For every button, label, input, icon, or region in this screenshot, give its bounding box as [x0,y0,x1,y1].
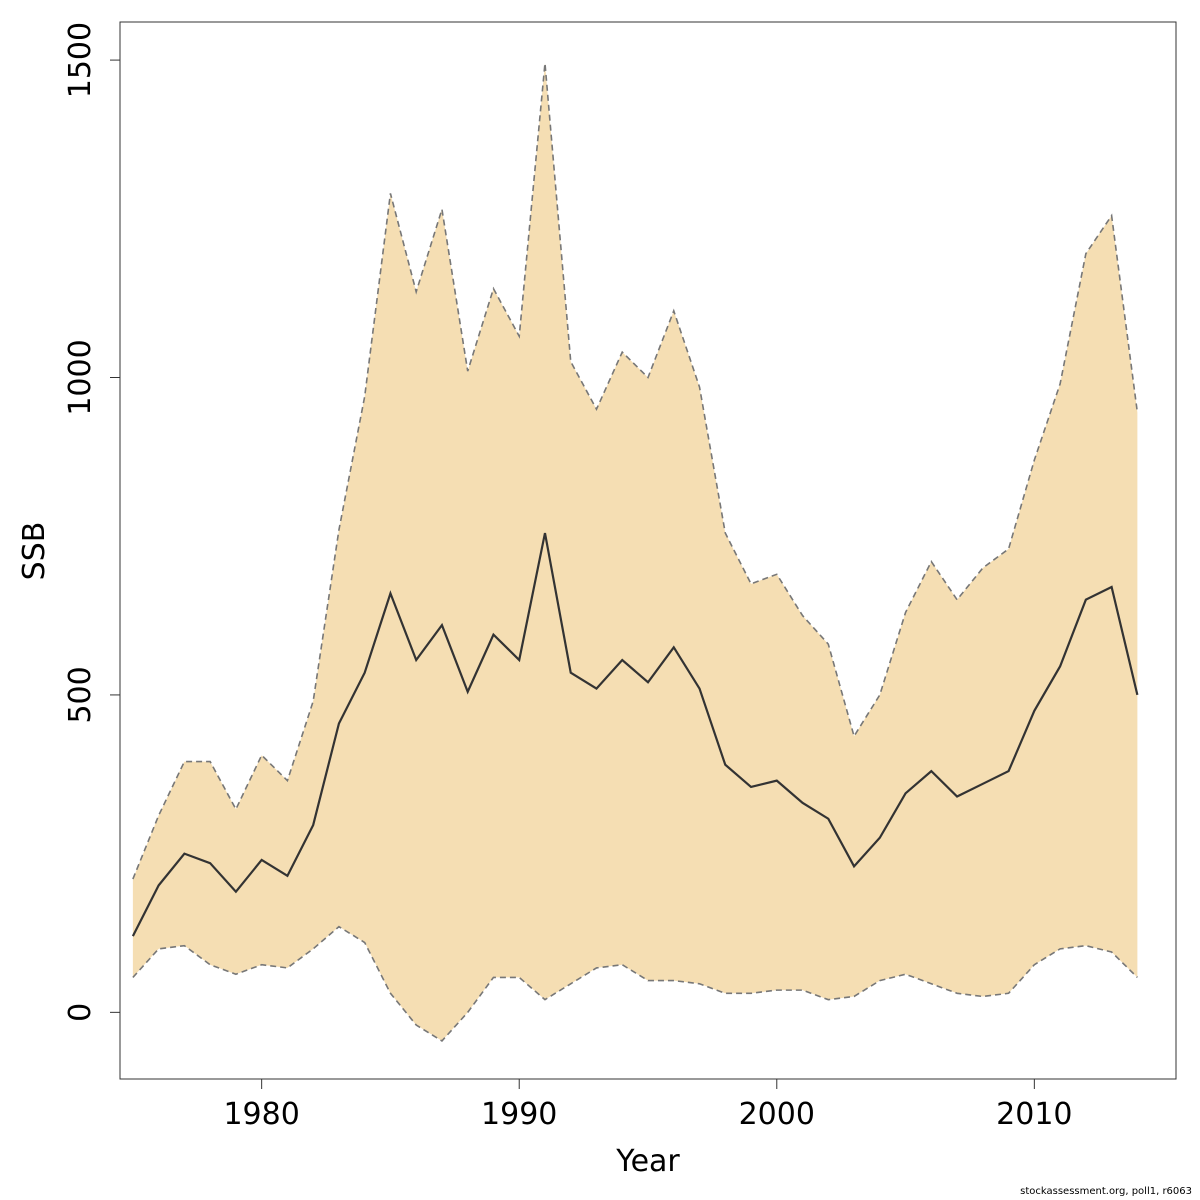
plot-frame [119,21,1177,1080]
y-axis: 0 500 1000 1500 [63,22,120,1022]
y-tick-label: 1000 [63,339,98,415]
x-tick-label: 1980 [223,1097,299,1132]
y-tick-label: 1500 [63,22,98,98]
x-tick-label: 1990 [481,1097,557,1132]
confidence-band [132,63,1138,1041]
x-tick-label: 2000 [739,1097,815,1132]
x-axis-title: Year [615,1144,680,1179]
y-tick-label: 0 [63,1003,98,1022]
y-tick-label: 500 [63,666,98,723]
x-axis: 1980 1990 2000 2010 [223,1079,1073,1132]
x-tick-label: 2010 [996,1097,1072,1132]
ssb-estimate-line [131,532,1139,937]
footnote: stockassessment.org, poll1, r6063 [1020,1186,1192,1197]
lower-bound-line [132,925,1138,1042]
upper-bound-line [132,63,1139,880]
y-axis-title: SSB [17,522,52,581]
